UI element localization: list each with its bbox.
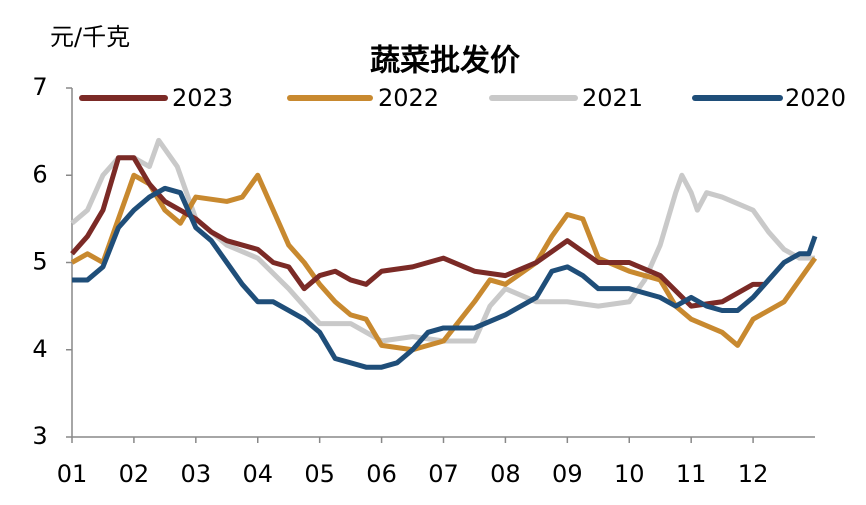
x-tick-label: 11 (676, 460, 707, 488)
series-line (70, 172, 818, 353)
x-tick-label: 08 (490, 460, 521, 488)
legend-label: 2021 (582, 84, 643, 112)
chart-title: 蔬菜批发价 (370, 44, 520, 79)
y-tick-label: 6 (32, 160, 47, 188)
x-tick-label: 05 (304, 460, 335, 488)
x-tick-label: 12 (738, 460, 769, 488)
x-tick-label: 06 (366, 460, 397, 488)
x-tick-label: 09 (552, 460, 583, 488)
y-tick-label: 5 (32, 248, 47, 276)
legend-label: 2023 (172, 84, 233, 112)
x-tick-label: 10 (614, 460, 645, 488)
legend-label: 2022 (378, 84, 439, 112)
y-axis-label: 元/千克 (50, 23, 130, 51)
x-tick-label: 04 (242, 460, 273, 488)
legend-label: 2020 (785, 84, 846, 112)
series-line (72, 185, 818, 370)
x-tick-label: 07 (428, 460, 459, 488)
y-tick-label: 3 (32, 422, 47, 450)
x-tick-label: 02 (119, 460, 150, 488)
x-tick-label: 03 (181, 460, 212, 488)
y-tick-label: 7 (32, 73, 47, 101)
y-tick-label: 4 (32, 335, 47, 363)
x-tick-label: 01 (57, 460, 88, 488)
series-line (70, 137, 815, 344)
